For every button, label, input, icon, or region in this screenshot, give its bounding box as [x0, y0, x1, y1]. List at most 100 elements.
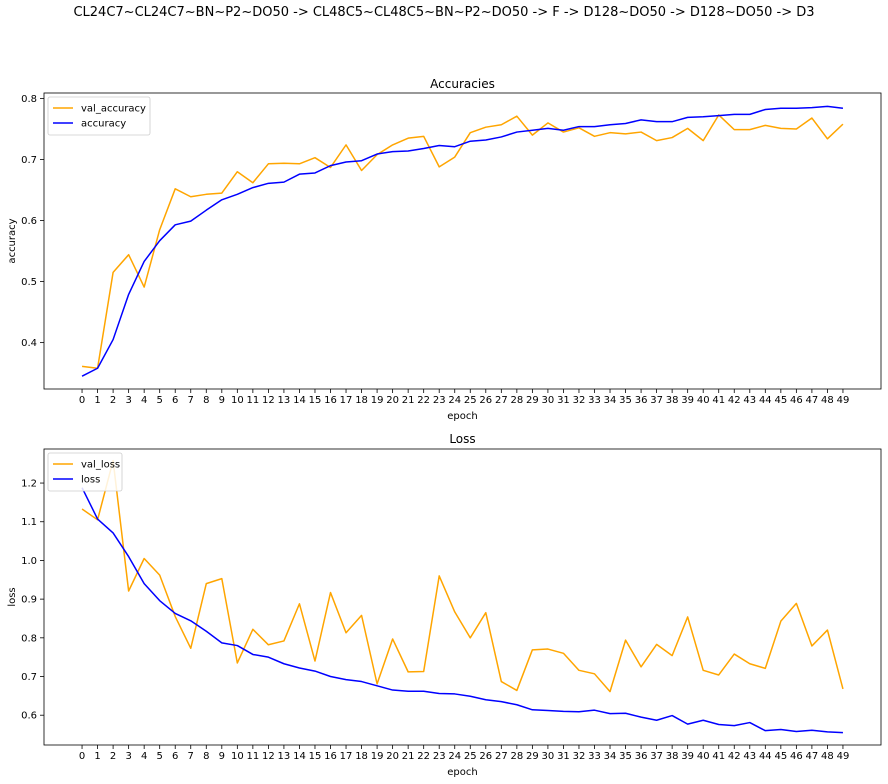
figure-title: CL24C7~CL24C7~BN~P2~DO50 -> CL48C5~CL48C…	[73, 5, 815, 20]
x-tick-label: 48	[821, 395, 834, 406]
x-tick-label: 3	[125, 751, 131, 762]
x-tick-label: 8	[203, 395, 209, 406]
x-tick-label: 40	[697, 395, 710, 406]
x-tick-label: 38	[666, 395, 679, 406]
x-tick-label: 21	[402, 751, 415, 762]
x-tick-label: 30	[542, 395, 555, 406]
x-tick-label: 27	[495, 751, 508, 762]
x-tick-label: 11	[246, 751, 259, 762]
y-tick-label: 0.9	[21, 595, 37, 606]
y-axis-label: accuracy	[7, 218, 18, 263]
x-tick-label: 5	[157, 751, 163, 762]
x-tick-label: 34	[604, 395, 617, 406]
x-tick-label: 18	[355, 395, 368, 406]
x-tick-label: 16	[324, 395, 337, 406]
x-tick-label: 17	[340, 751, 353, 762]
y-tick-label: 1.1	[21, 517, 37, 528]
legend-label: accuracy	[81, 119, 126, 130]
x-tick-label: 14	[293, 751, 306, 762]
x-tick-label: 7	[188, 751, 194, 762]
x-tick-label: 32	[573, 395, 586, 406]
chart-title: Accuracies	[430, 77, 495, 91]
x-tick-label: 27	[495, 395, 508, 406]
x-tick-label: 42	[728, 751, 741, 762]
x-tick-label: 19	[371, 751, 384, 762]
legend-box	[47, 452, 123, 492]
x-tick-label: 23	[433, 751, 446, 762]
x-tick-label: 1	[94, 751, 100, 762]
y-tick-label: 1.2	[21, 479, 37, 490]
x-tick-label: 47	[806, 395, 819, 406]
x-tick-label: 34	[604, 751, 617, 762]
x-tick-label: 12	[262, 395, 275, 406]
x-tick-label: 13	[278, 751, 291, 762]
x-tick-label: 14	[293, 395, 306, 406]
legend-label: val_accuracy	[81, 104, 146, 115]
x-tick-label: 35	[619, 395, 632, 406]
x-tick-label: 41	[712, 395, 725, 406]
series-line-loss	[81, 487, 843, 734]
x-tick-label: 0	[79, 395, 85, 406]
x-tick-label: 49	[837, 751, 850, 762]
x-tick-label: 29	[526, 751, 539, 762]
x-tick-label: 25	[464, 751, 477, 762]
x-tick-label: 16	[324, 751, 337, 762]
x-tick-label: 38	[666, 751, 679, 762]
legend: val_accuracy accuracy	[47, 96, 151, 136]
x-tick-label: 46	[790, 751, 803, 762]
x-tick-label: 30	[542, 751, 555, 762]
x-tick-label: 23	[433, 395, 446, 406]
x-tick-label: 2	[110, 751, 116, 762]
x-tick-label: 39	[681, 751, 694, 762]
x-tick-label: 9	[219, 395, 225, 406]
x-tick-label: 31	[557, 751, 570, 762]
x-tick-label: 29	[526, 395, 539, 406]
x-tick-label: 43	[743, 395, 756, 406]
chart-title: Loss	[449, 432, 475, 446]
x-tick-label: 20	[386, 395, 399, 406]
x-tick-label: 49	[837, 395, 850, 406]
x-tick-label: 4	[141, 395, 147, 406]
x-tick-label: 31	[557, 395, 570, 406]
x-tick-label: 1	[94, 395, 100, 406]
x-tick-label: 15	[309, 395, 322, 406]
y-tick-label: 0.6	[21, 216, 37, 227]
x-axis-label: epoch	[447, 767, 477, 778]
x-tick-label: 10	[231, 395, 244, 406]
y-axis-label: loss	[7, 587, 18, 606]
x-tick-label: 44	[759, 395, 772, 406]
x-tick-label: 36	[635, 395, 648, 406]
y-tick-label: 1.0	[21, 556, 37, 567]
legend-label: val_loss	[81, 460, 120, 471]
x-tick-label: 22	[417, 395, 430, 406]
y-tick-label: 0.7	[21, 672, 37, 683]
x-tick-label: 6	[172, 751, 178, 762]
x-tick-label: 19	[371, 395, 384, 406]
x-tick-label: 18	[355, 751, 368, 762]
x-tick-label: 24	[448, 395, 461, 406]
x-tick-label: 46	[790, 395, 803, 406]
x-tick-label: 45	[774, 751, 787, 762]
x-tick-label: 44	[759, 751, 772, 762]
x-tick-label: 6	[172, 395, 178, 406]
y-tick-label: 0.6	[21, 711, 37, 722]
x-tick-label: 37	[650, 751, 663, 762]
x-tick-label: 40	[697, 751, 710, 762]
y-tick-label: 0.8	[21, 633, 37, 644]
y-tick-label: 0.7	[21, 155, 37, 166]
x-tick-label: 15	[309, 751, 322, 762]
x-tick-label: 20	[386, 751, 399, 762]
x-tick-label: 11	[246, 395, 259, 406]
x-tick-label: 26	[479, 395, 492, 406]
x-tick-label: 33	[588, 751, 601, 762]
x-tick-label: 37	[650, 395, 663, 406]
x-tick-label: 22	[417, 751, 430, 762]
x-axis-label: epoch	[447, 411, 477, 422]
plot-frame	[43, 448, 882, 746]
x-tick-label: 24	[448, 751, 461, 762]
x-tick-label: 45	[774, 395, 787, 406]
